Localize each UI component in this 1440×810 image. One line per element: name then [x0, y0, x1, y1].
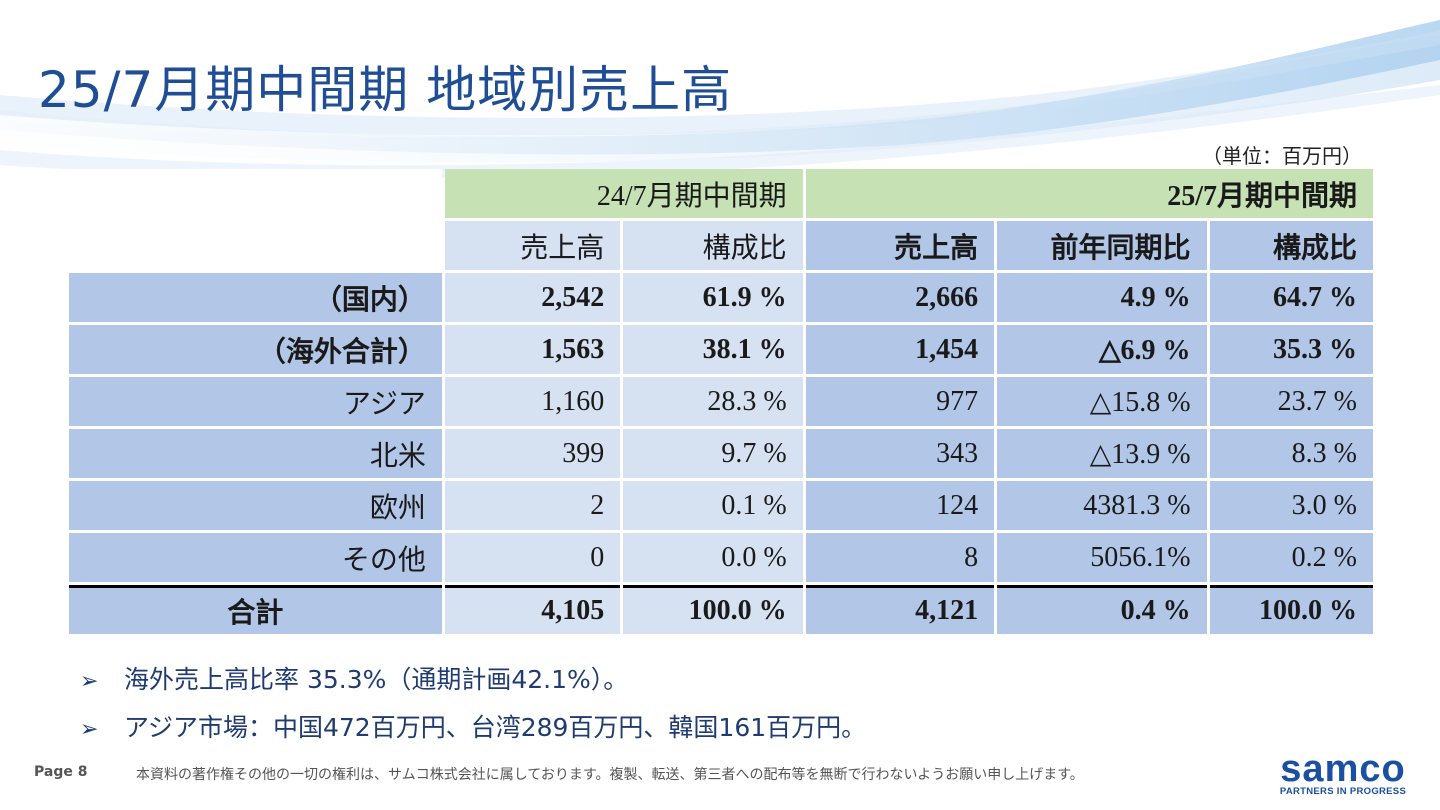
column-header-row: 売上高 構成比 売上高 前年同期比 構成比: [69, 221, 1373, 270]
col-curr-ratio: 構成比: [1209, 221, 1373, 270]
cell-prev-sales: 2: [444, 481, 621, 530]
cell-yoy: 4381.3 %: [997, 481, 1207, 530]
period-prev-header: 24/7月期中間期: [444, 169, 803, 218]
logo-wordmark: samco: [1280, 748, 1406, 790]
regional-sales-table: 24/7月期中間期 25/7月期中間期 売上高 構成比 売上高 前年同期比 構成…: [66, 166, 1376, 637]
cell-yoy: 5056.1%: [997, 533, 1207, 582]
cell-curr-ratio: 23.7 %: [1209, 377, 1373, 426]
table-row-domestic: （国内） 2,542 61.9 % 2,666 4.9 % 64.7 %: [69, 273, 1373, 322]
cell-curr-ratio: 100.0 %: [1209, 585, 1373, 634]
bullet-text: アジア市場：中国472百万円、台湾289百万円、韓国161百万円。: [124, 713, 867, 742]
copyright-notice: 本資料の著作権その他の一切の権利は、サムコ株式会社に属しております。複製、転送、…: [136, 767, 1084, 783]
col-curr-sales: 売上高: [805, 221, 995, 270]
table-row-other: その他 0 0.0 % 8 5056.1% 0.2 %: [69, 533, 1373, 582]
cell-prev-ratio: 28.3 %: [623, 377, 803, 426]
cell-curr-sales: 8: [805, 533, 995, 582]
cell-yoy: 0.4 %: [997, 585, 1207, 634]
cell-prev-ratio: 0.0 %: [623, 533, 803, 582]
cell-curr-sales: 1,454: [805, 325, 995, 374]
cell-prev-ratio: 100.0 %: [623, 585, 803, 634]
cell-yoy: △13.9 %: [997, 429, 1207, 478]
cell-prev-sales: 0: [444, 533, 621, 582]
period-header-row: 24/7月期中間期 25/7月期中間期: [69, 169, 1373, 218]
cell-prev-ratio: 61.9 %: [623, 273, 803, 322]
row-label: アジア: [69, 377, 442, 426]
samco-logo: samco PARTNERS IN PROGRESS: [1268, 748, 1418, 797]
cell-prev-ratio: 0.1 %: [623, 481, 803, 530]
page-number: Page 8: [34, 764, 88, 780]
row-label: 欧州: [69, 481, 442, 530]
col-curr-yoy: 前年同期比: [997, 221, 1207, 270]
bullet-item-overseas-ratio: ➢ 海外売上高比率 35.3%（通期計画42.1%）。: [80, 660, 866, 708]
cell-yoy: 4.9 %: [997, 273, 1207, 322]
cell-curr-sales: 2,666: [805, 273, 995, 322]
cell-yoy: △15.8 %: [997, 377, 1207, 426]
cell-curr-ratio: 35.3 %: [1209, 325, 1373, 374]
cell-curr-ratio: 8.3 %: [1209, 429, 1373, 478]
row-label: その他: [69, 533, 442, 582]
period-curr-header: 25/7月期中間期: [805, 169, 1373, 218]
row-label: 合計: [69, 585, 442, 634]
cell-curr-sales: 4,121: [805, 585, 995, 634]
cell-curr-sales: 977: [805, 377, 995, 426]
cell-curr-sales: 343: [805, 429, 995, 478]
table-row-asia: アジア 1,160 28.3 % 977 △15.8 % 23.7 %: [69, 377, 1373, 426]
table-row-total: 合計 4,105 100.0 % 4,121 0.4 % 100.0 %: [69, 585, 1373, 634]
cell-prev-ratio: 38.1 %: [623, 325, 803, 374]
header-wave-graphic: [0, 20, 1440, 178]
cell-curr-sales: 124: [805, 481, 995, 530]
cell-prev-sales: 2,542: [444, 273, 621, 322]
cell-yoy: △6.9 %: [997, 325, 1207, 374]
cell-curr-ratio: 0.2 %: [1209, 533, 1373, 582]
bullet-list: ➢ 海外売上高比率 35.3%（通期計画42.1%）。 ➢ アジア市場：中国472百…: [80, 660, 866, 756]
cell-prev-sales: 399: [444, 429, 621, 478]
cell-prev-ratio: 9.7 %: [623, 429, 803, 478]
table-row-north-america: 北米 399 9.7 % 343 △13.9 % 8.3 %: [69, 429, 1373, 478]
table-corner-cell: [69, 221, 442, 270]
row-label: （国内）: [69, 273, 442, 322]
cell-prev-sales: 4,105: [444, 585, 621, 634]
row-label: （海外合計）: [69, 325, 442, 374]
cell-curr-ratio: 64.7 %: [1209, 273, 1373, 322]
arrow-bullet-icon: ➢: [80, 717, 99, 742]
row-label: 北米: [69, 429, 442, 478]
unit-note: （単位：百万円）: [1202, 144, 1362, 168]
table-row-overseas-total: （海外合計） 1,563 38.1 % 1,454 △6.9 % 35.3 %: [69, 325, 1373, 374]
cell-curr-ratio: 3.0 %: [1209, 481, 1373, 530]
bullet-text: 海外売上高比率 35.3%（通期計画42.1%）。: [124, 665, 629, 694]
col-prev-ratio: 構成比: [623, 221, 803, 270]
bullet-item-asia-market: ➢ アジア市場：中国472百万円、台湾289百万円、韓国161百万円。: [80, 708, 866, 756]
cell-prev-sales: 1,160: [444, 377, 621, 426]
table-row-europe: 欧州 2 0.1 % 124 4381.3 % 3.0 %: [69, 481, 1373, 530]
arrow-bullet-icon: ➢: [80, 669, 99, 694]
page-title: 25/7月期中間期 地域別売上高: [38, 61, 733, 119]
table-corner-cell: [69, 169, 442, 218]
logo-tagline: PARTNERS IN PROGRESS: [1279, 786, 1407, 797]
col-prev-sales: 売上高: [444, 221, 621, 270]
cell-prev-sales: 1,563: [444, 325, 621, 374]
